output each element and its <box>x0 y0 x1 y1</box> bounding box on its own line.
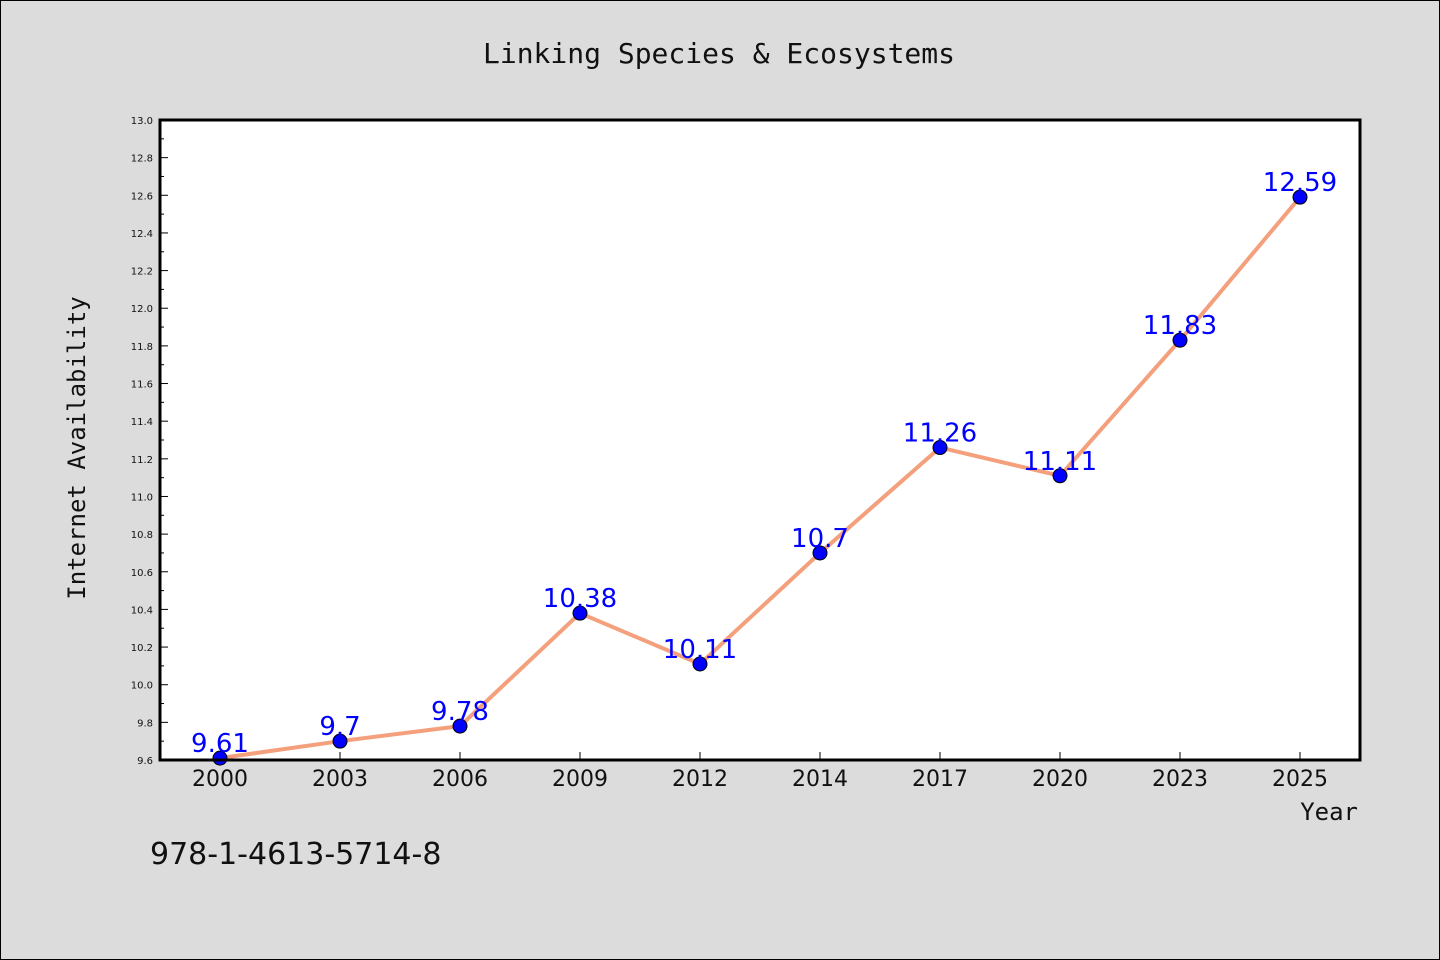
data-label: 10.38 <box>543 584 617 614</box>
data-point <box>1172 332 1188 348</box>
series-layer <box>212 189 1308 766</box>
data-point <box>572 605 588 621</box>
y-tick-label: 11.0 <box>131 492 153 503</box>
y-tick-label: 12.6 <box>131 191 153 202</box>
x-tick-label: 2020 <box>1032 767 1088 792</box>
chart-title: Linking Species & Ecosystems <box>483 37 955 70</box>
y-tick-label: 10.8 <box>131 530 153 541</box>
x-tick-label: 2009 <box>552 767 608 792</box>
y-tick-label: 9.8 <box>137 718 153 729</box>
y-tick-label: 13.0 <box>131 116 153 127</box>
x-tick-label: 2006 <box>432 767 488 792</box>
data-label: 12.59 <box>1263 168 1337 198</box>
x-tick-label: 2000 <box>192 767 248 792</box>
x-tick-label: 2014 <box>792 767 848 792</box>
x-tick-label: 2023 <box>1152 767 1208 792</box>
isbn-text: 978-1-4613-5714-8 <box>150 837 441 872</box>
y-tick-label: 11.2 <box>131 455 153 466</box>
y-tick-label: 11.6 <box>131 380 153 391</box>
data-point <box>212 750 228 766</box>
x-axis-label: Year <box>1300 798 1358 826</box>
data-label: 10.11 <box>663 635 737 665</box>
data-label: 9.78 <box>431 697 489 727</box>
data-point <box>692 656 708 672</box>
plot-border <box>158 118 1362 762</box>
y-tick-label: 12.4 <box>131 229 153 240</box>
y-tick-label: 11.4 <box>131 417 153 428</box>
plot-area <box>160 120 1360 760</box>
data-label: 11.11 <box>1023 447 1097 477</box>
data-point <box>332 733 348 749</box>
data-label: 9.61 <box>191 729 249 759</box>
x-tick-label: 2012 <box>672 767 728 792</box>
x-axis: 2000 2003 2006 2009 2012 2014 2017 2020 2023 2025 <box>192 752 1328 792</box>
y-tick-label: 12.0 <box>131 304 153 315</box>
y-tick-label: 10.2 <box>131 643 153 654</box>
data-point <box>1052 468 1068 484</box>
y-tick-label: 11.8 <box>131 342 153 353</box>
x-tick-label: 2017 <box>912 767 968 792</box>
y-tick-label: 10.0 <box>131 681 153 692</box>
y-axis: 9.6 9.8 10.0 10.2 10.4 10.6 10.8 11.0 11.2 11.4 11… <box>131 116 168 767</box>
series-line <box>218 195 1302 761</box>
x-tick-label: 2025 <box>1272 767 1328 792</box>
data-label: 11.26 <box>903 419 977 449</box>
x-tick-label: 2003 <box>312 767 368 792</box>
data-label: 11.83 <box>1143 311 1217 341</box>
y-tick-label: 12.2 <box>131 267 153 278</box>
y-tick-label: 10.4 <box>131 605 153 616</box>
data-labels: 9.61 9.7 9.78 10.38 10.11 10.7 11.26 11.11 11.83… <box>191 168 1337 759</box>
y-tick-label: 10.6 <box>131 568 153 579</box>
data-point <box>812 545 828 561</box>
y-tick-label: 9.6 <box>137 756 153 767</box>
y-tick-label: 12.8 <box>131 154 153 165</box>
y-axis-label: Internet Availability <box>63 296 91 599</box>
data-point <box>1292 189 1308 205</box>
data-point <box>452 718 468 734</box>
data-label: 9.7 <box>319 712 360 742</box>
data-point <box>932 440 948 456</box>
data-label: 10.7 <box>791 524 849 554</box>
